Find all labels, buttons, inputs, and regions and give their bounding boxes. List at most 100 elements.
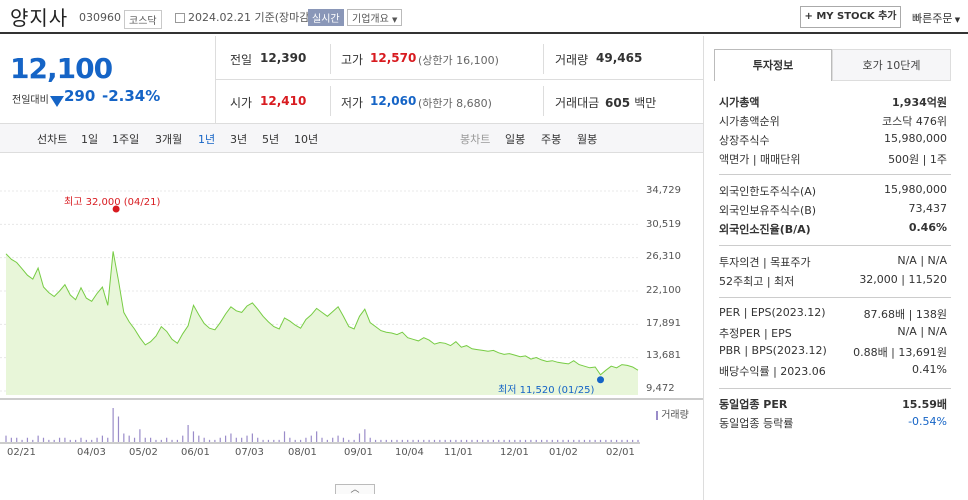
x-tick: 02/21: [7, 447, 36, 458]
date-label: 2024.02.21 기준(장마감): [188, 11, 314, 24]
tab-1w[interactable]: 1주일: [112, 133, 140, 146]
volume-bar: [171, 439, 173, 442]
x-tick: 10/04: [395, 447, 424, 458]
volume-bar: [407, 439, 409, 442]
company-overview-button[interactable]: 기업개요 ▼: [347, 9, 403, 26]
volume-bar: [428, 439, 430, 442]
x-tick: 11/01: [444, 447, 473, 458]
tab-monthly[interactable]: 월봉: [577, 133, 598, 146]
volume-bar: [492, 439, 494, 442]
volume-bar: [503, 439, 505, 442]
info-label: 52주최고 | 최저: [719, 275, 795, 288]
volume-bar: [75, 439, 77, 442]
info-label: 시가총액순위: [719, 115, 780, 128]
volume-bar: [85, 439, 87, 442]
change-percent: -2.34%: [102, 87, 161, 105]
company-overview-label: 기업개요: [352, 14, 389, 25]
volume-bar: [32, 439, 34, 442]
volume-bar: [535, 439, 537, 442]
realtime-button[interactable]: 실시간: [308, 9, 344, 26]
tab-1y[interactable]: 1년: [198, 133, 216, 146]
info-label: 동일업종 PER: [719, 398, 788, 411]
tab-investment-info[interactable]: 투자정보: [714, 49, 832, 81]
info-value: N/A | N/A: [897, 254, 947, 267]
volume-bar: [58, 437, 61, 442]
tab-3y[interactable]: 3년: [230, 133, 248, 146]
tab-10y[interactable]: 10년: [294, 133, 319, 146]
change-label: 전일대비: [12, 95, 49, 106]
volume-bar: [417, 439, 420, 442]
volume-bar: [69, 439, 71, 442]
info-value: 15.59배: [902, 398, 947, 411]
volume-bar: [150, 437, 152, 442]
investment-sidebar: [703, 36, 968, 500]
info-label: PER | EPS(2023.12): [719, 306, 826, 319]
info-label: 액면가 | 매매단위: [719, 153, 801, 166]
info-value: 코스닥 476위: [882, 115, 947, 128]
info-value: 500원 | 1주: [888, 153, 947, 166]
volume-bar: [53, 439, 55, 442]
tab-order-book[interactable]: 호가 10단계: [832, 49, 951, 81]
quick-order-label: 빠른주문: [912, 12, 953, 25]
low-label: 저가: [341, 96, 364, 110]
tab-5y[interactable]: 5년: [262, 133, 280, 146]
volume-bar: [37, 435, 39, 442]
volume-bar: [589, 439, 591, 442]
market-badge: 코스닥: [124, 10, 162, 29]
volume-bar: [551, 439, 553, 442]
quick-order-button[interactable]: 빠른주문 ▼: [912, 10, 960, 26]
tab-3m[interactable]: 3개월: [155, 133, 183, 146]
x-tick: 08/01: [288, 447, 317, 458]
volume-bar: [10, 437, 12, 442]
volume-bar: [476, 439, 478, 442]
candle-chart-label: 봉차트: [460, 133, 491, 146]
tab-weekly[interactable]: 주봉: [541, 133, 562, 146]
stock-header: [0, 0, 968, 34]
info-label: 상장주식수: [719, 134, 770, 147]
divider: [330, 44, 331, 74]
info-value: 0.46%: [908, 221, 947, 234]
lower-limit: (하한가 8,680): [418, 97, 492, 110]
volume-value: 49,465: [596, 51, 643, 65]
volume-bar: [26, 437, 29, 442]
info-value: 73,437: [908, 202, 948, 215]
tab-1d[interactable]: 1일: [81, 133, 99, 146]
volume-bar: [187, 425, 189, 442]
info-value: 1,934억원: [891, 96, 947, 109]
add-my-stock-button[interactable]: + MY STOCK 추가: [800, 6, 901, 28]
volume-bar: [615, 439, 618, 442]
volume-bar: [369, 437, 371, 442]
stock-code: 030960: [79, 11, 121, 24]
tab-daily[interactable]: 일봉: [505, 133, 526, 146]
price-chart[interactable]: [0, 155, 703, 498]
volume-legend: 거래량: [656, 406, 689, 421]
volume-bar: [42, 437, 45, 442]
x-tick: 09/01: [344, 447, 373, 458]
low-annotation: 최저 11,520 (01/25): [498, 385, 595, 396]
volume-bar: [455, 439, 457, 442]
collapse-toggle-button[interactable]: ︿: [335, 484, 375, 495]
low-value: 12,060: [370, 94, 417, 108]
divider: [543, 44, 544, 74]
info-label: PBR | BPS(2023.12): [719, 344, 827, 357]
volume-bar: [241, 437, 243, 442]
volume-bar: [332, 437, 334, 442]
y-tick: 30,519: [646, 219, 681, 230]
volume-bar: [299, 439, 302, 442]
volume-label: 거래량: [555, 53, 589, 67]
y-tick: 13,681: [646, 350, 681, 361]
volume-bar: [449, 439, 452, 442]
volume-bar: [203, 437, 205, 442]
divider: [330, 86, 331, 116]
volume-bar: [546, 439, 548, 442]
volume-bar: [246, 435, 248, 442]
volume-bar: [166, 437, 168, 442]
volume-bar: [176, 439, 178, 442]
volume-bar: [21, 439, 23, 442]
prev-close-value: 12,390: [260, 51, 307, 65]
info-value: 0.88배 | 13,691원: [853, 346, 947, 359]
volume-bar: [567, 439, 569, 442]
volume-bar: [316, 431, 318, 442]
volume-bar: [557, 439, 559, 442]
volume-bar: [289, 437, 291, 442]
